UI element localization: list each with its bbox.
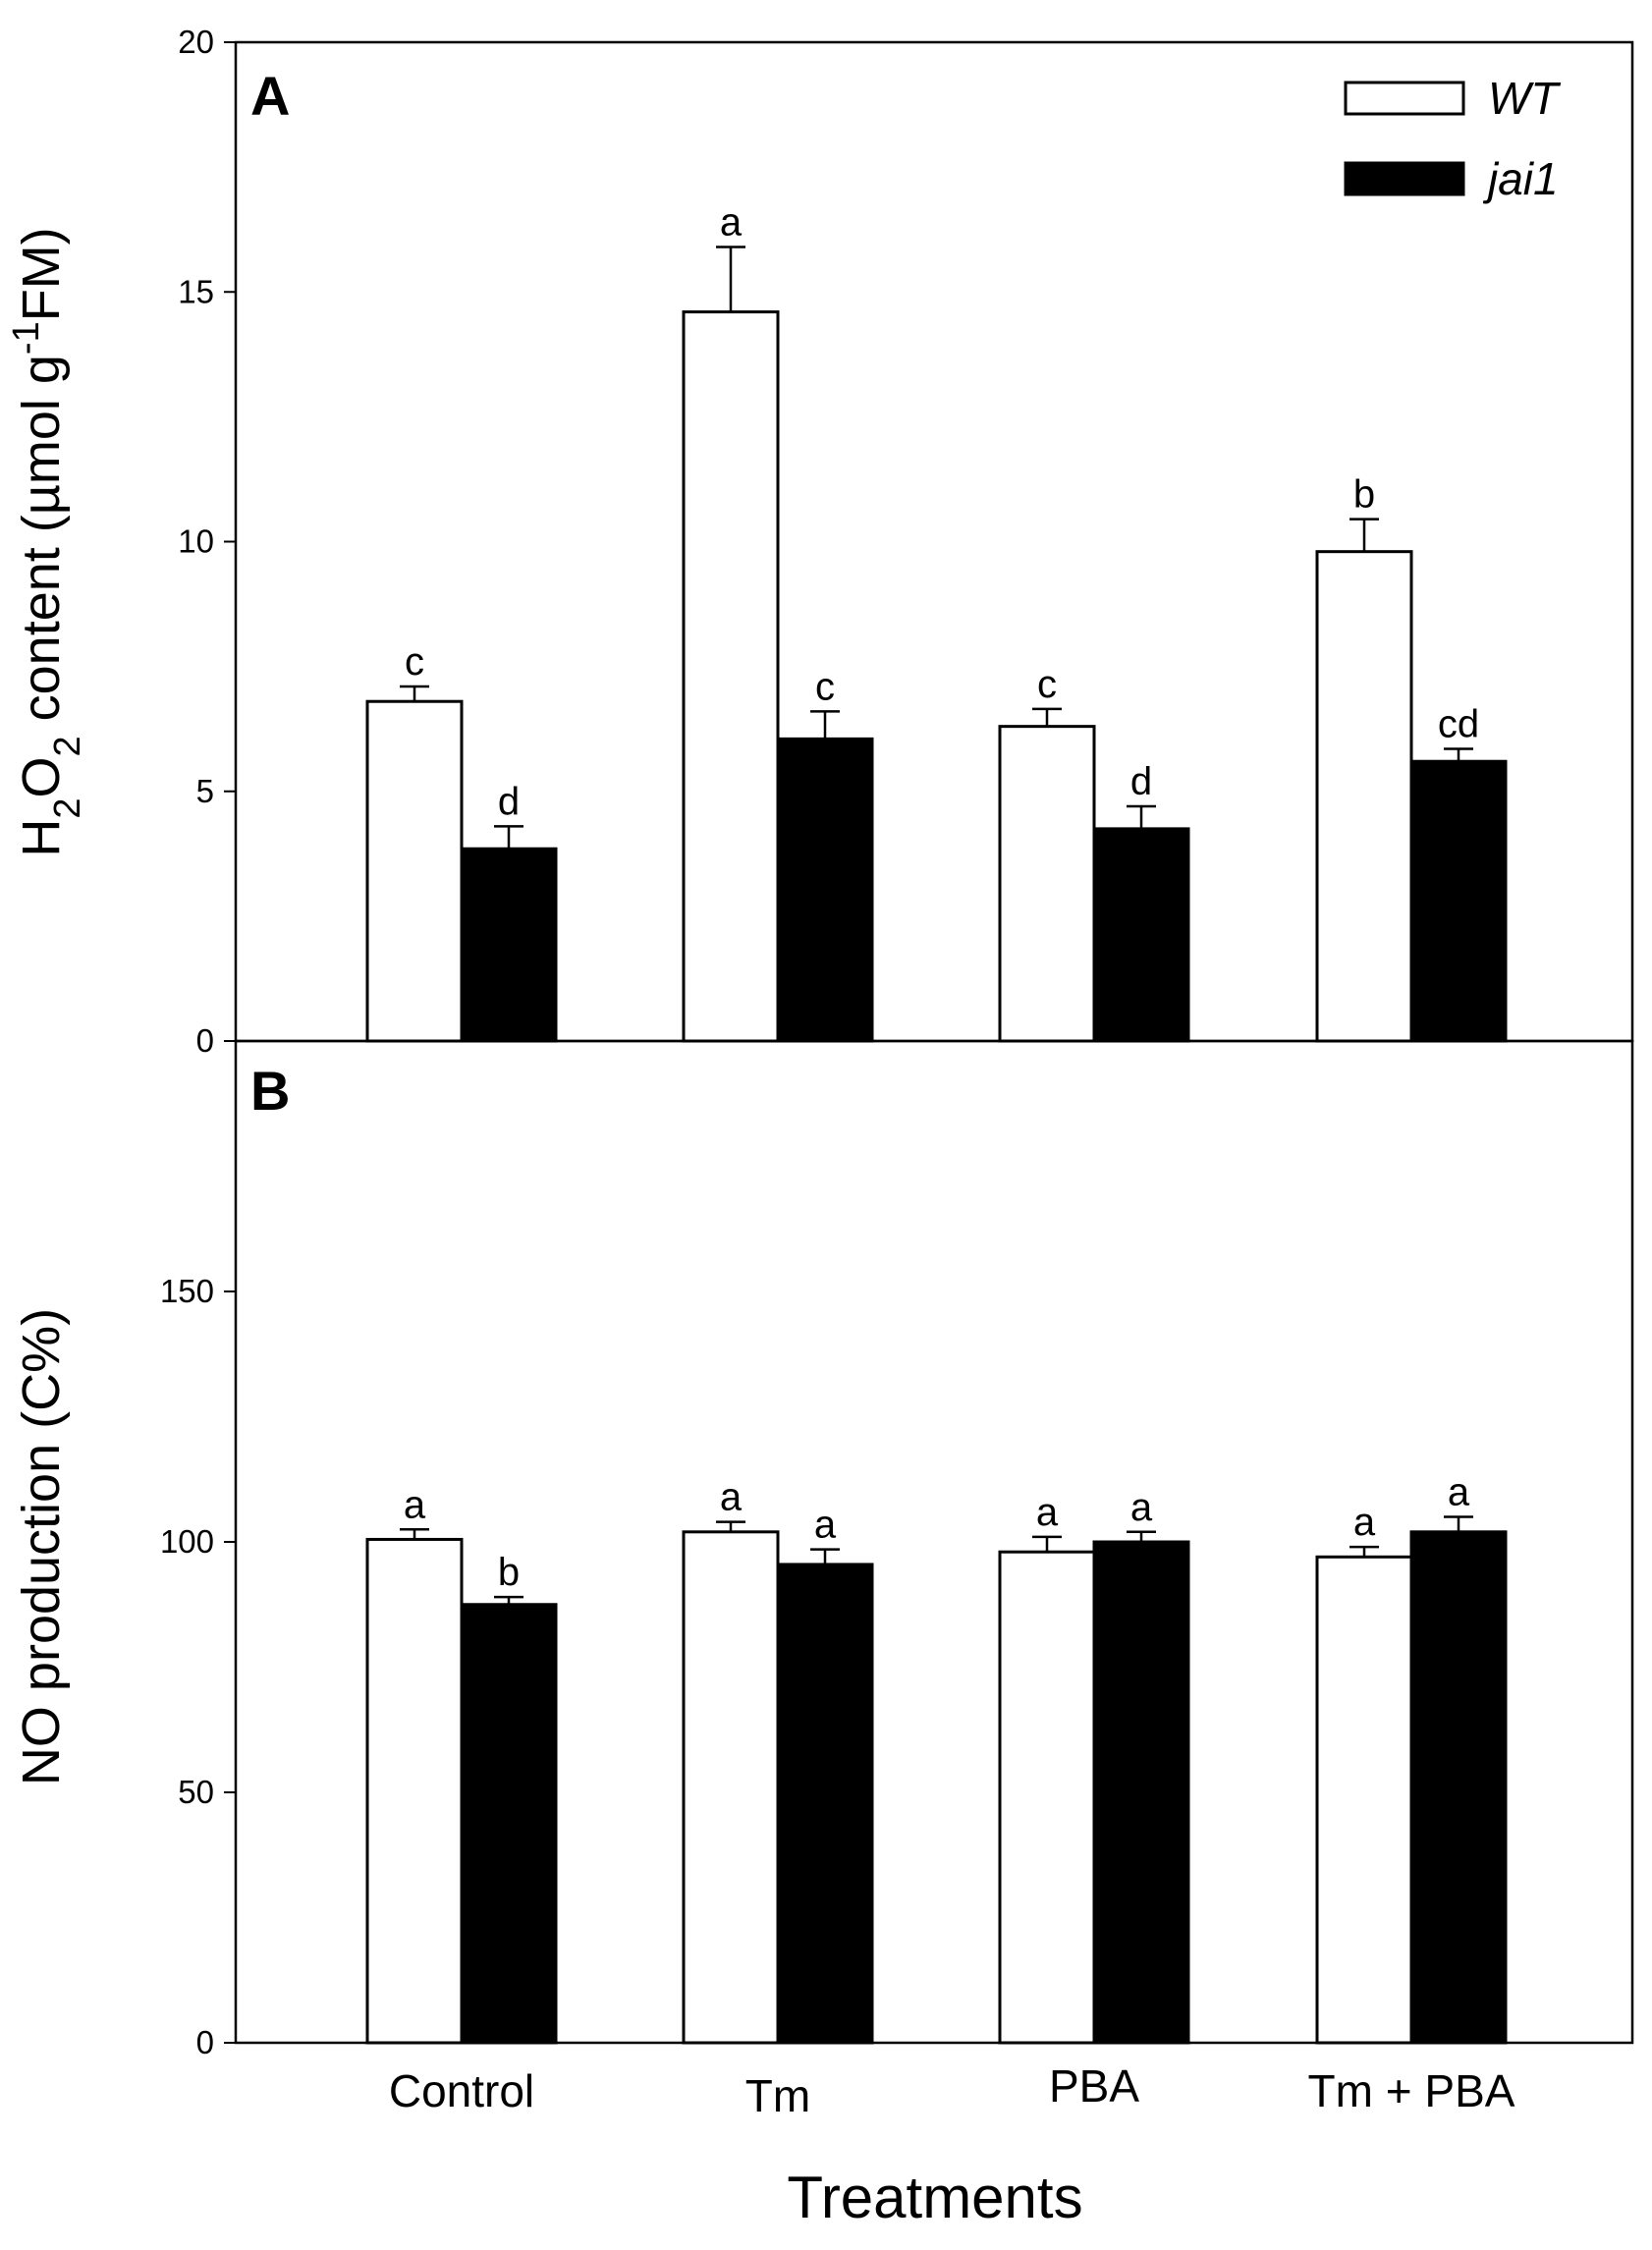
y-axis-title-part: 2 [47,736,88,756]
significance-letter: a [814,1504,837,1547]
bar-jai1-3 [1409,1530,1508,2045]
bar-wt-2 [998,725,1096,1043]
y-tick-label: 100 [160,1523,214,1560]
x-axis-title: Treatments [787,2165,1082,2230]
category-label: PBA [1049,2060,1139,2112]
y-axis-title-part: content (µmol g [12,355,71,736]
bar-wt-0 [365,699,464,1043]
y-axis-title-part: O [12,757,71,798]
bar-jai1-0 [460,1603,558,2045]
significance-letter: d [498,780,520,823]
y-tick-label: 50 [178,1774,214,1810]
bar-wt-1 [682,1530,780,2045]
significance-letter: a [720,1476,743,1519]
significance-letter: a [720,200,743,244]
significance-letter: cd [1438,703,1479,746]
legend-label-jai1: jai1 [1482,153,1559,204]
panel-letter: B [250,1060,290,1122]
significance-letter: a [1036,1491,1059,1534]
bar-wt-0 [365,1537,464,2045]
significance-letter: a [1130,1486,1153,1529]
significance-letter: a [1353,1501,1376,1544]
y-tick-label: 20 [178,24,214,60]
significance-letter: c [815,665,835,708]
bar-wt-3 [1315,1555,1413,2045]
bar-jai1-2 [1092,1540,1190,2045]
y-axis-title: NO production (C%) [12,1308,71,1785]
panel-b-no-production-chart: 0 50 100 150 a a a a b a a a B NO production (C%) Cont… [12,1039,1634,2121]
legend-label-wt: WT [1488,73,1561,124]
category-label: Tm + PBA [1308,2065,1515,2116]
category-label: Control [389,2065,534,2116]
y-axis-title-part: H [12,819,71,857]
panel-letter: A [250,65,290,127]
y-axis-title-part: FM) [12,227,71,321]
y-tick-label: 150 [160,1273,214,1309]
y-tick-label: 0 [196,1022,214,1059]
significance-letter: a [404,1483,426,1526]
y-tick-label: 15 [178,273,214,309]
y-axis-title: H2O2 content (µmol g-1FM) [6,227,88,856]
significance-letter: d [1130,760,1152,803]
category-label: Tm [745,2070,810,2121]
significance-letter: b [1353,473,1375,517]
y-tick-label: 0 [196,2024,214,2060]
significance-letter: a [1448,1471,1470,1514]
significance-letter: c [405,640,424,684]
y-axis-title-part: 2 [47,798,88,819]
significance-letter: b [498,1551,520,1594]
y-axis-title-part: -1 [6,321,47,355]
legend-swatch-jai1 [1344,161,1465,196]
y-tick-label: 5 [196,773,214,809]
bar-wt-2 [998,1550,1096,2045]
bar-wt-3 [1315,550,1413,1043]
bar-jai1-0 [460,847,558,1043]
bar-wt-1 [682,310,780,1043]
bar-jai1-2 [1092,827,1190,1043]
bar-jai1-1 [776,1563,874,2045]
legend-swatch-wt [1344,81,1465,116]
bar-jai1-1 [776,737,874,1043]
bar-jai1-3 [1409,759,1508,1043]
y-tick-label: 10 [178,523,214,560]
significance-letter: c [1037,663,1057,706]
